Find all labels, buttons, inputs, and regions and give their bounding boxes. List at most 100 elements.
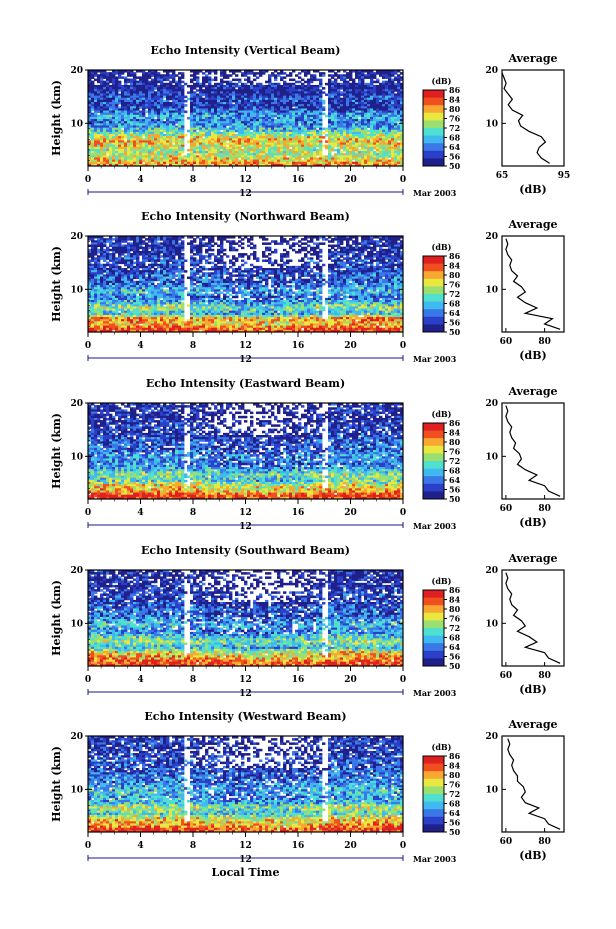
heatmap-cell [289, 93, 293, 96]
heatmap-cell [301, 84, 305, 88]
heatmap-cell [100, 82, 104, 86]
heatmap-cell [301, 242, 305, 245]
heatmap-cell [139, 70, 143, 73]
heatmap-cell [157, 78, 161, 82]
heatmap-cell [166, 78, 170, 82]
heatmap-cell [103, 91, 107, 94]
heatmap-cell [232, 87, 236, 90]
heatmap-cell [238, 80, 242, 84]
heatmap-cell [190, 97, 194, 101]
heatmap-cell [367, 99, 371, 103]
heatmap-cell [322, 102, 326, 105]
colorbar-swatch [423, 138, 444, 142]
heatmap-cell [298, 240, 302, 243]
heatmap-cell [367, 82, 371, 86]
heatmap-cell [169, 82, 173, 86]
heatmap-cell [397, 104, 401, 107]
heatmap-cell [112, 91, 116, 94]
heatmap-cell [343, 82, 347, 86]
heatmap-cell [334, 102, 338, 105]
heatmap-cell [268, 78, 272, 82]
panel-1: Echo Intensity (Vertical Beam)2010Height… [50, 44, 570, 199]
heatmap-cell [118, 72, 122, 75]
heatmap-cell [88, 87, 92, 90]
heatmap-cell [265, 91, 269, 94]
heatmap-cell [376, 78, 380, 82]
heatmap-cell [157, 80, 161, 84]
heatmap-cell [154, 78, 158, 82]
heatmap-cell [109, 80, 113, 84]
heatmap-cell [301, 78, 305, 82]
heatmap-cell [118, 82, 122, 86]
colorbar-swatch [423, 122, 444, 126]
heatmap-cell [385, 95, 389, 99]
heatmap-cell [148, 84, 152, 88]
heatmap-cell [322, 72, 326, 75]
heatmap-cell [235, 129, 239, 133]
heatmap-cell [142, 134, 146, 137]
heatmap-cell [238, 78, 242, 82]
heatmap-cell [142, 91, 146, 94]
heatmap-cell [235, 89, 239, 92]
heatmap-cell [262, 91, 266, 94]
average-x-tick-label: 95 [558, 171, 571, 181]
heatmap-cell [94, 93, 98, 96]
heatmap-cell [331, 84, 335, 88]
heatmap-cell [145, 95, 149, 99]
heatmap-cell [310, 87, 314, 90]
heatmap-cell [154, 102, 158, 105]
heatmap-cell [382, 104, 386, 107]
heatmap-cell [250, 93, 254, 96]
heatmap-cell [358, 78, 362, 82]
heatmap-cell [361, 91, 365, 94]
colorbar-swatch [423, 135, 444, 139]
heatmap-cell [151, 84, 155, 88]
heatmap-cell [241, 89, 245, 92]
heatmap-cell [400, 78, 404, 82]
heatmap-cell [193, 82, 197, 86]
heatmap-cell [370, 89, 374, 92]
heatmap-cell [160, 238, 164, 241]
heatmap-cell [337, 99, 341, 103]
heatmap-cell [277, 91, 281, 94]
heatmap-cell [94, 70, 98, 73]
heatmap-cell [319, 74, 323, 77]
heatmap-cell [223, 248, 227, 252]
heatmap-cell [376, 93, 380, 96]
heatmap-cell [370, 74, 374, 77]
heatmap-cell [391, 72, 395, 75]
heatmap-cell [112, 70, 116, 73]
heatmap-cell [343, 102, 347, 105]
heatmap-cell [118, 74, 122, 77]
heatmap-cell [157, 106, 161, 109]
heatmap-cell [319, 99, 323, 103]
heatmap-cell [115, 93, 119, 96]
heatmap-cell [241, 97, 245, 101]
heatmap-cell [379, 84, 383, 88]
heatmap-cell [232, 70, 236, 73]
heatmap-cell [163, 76, 167, 79]
heatmap-cell [388, 97, 392, 101]
heatmap-cell [307, 91, 311, 94]
heatmap-cell [88, 76, 92, 79]
heatmap-cell [178, 99, 182, 103]
heatmap-cell [118, 97, 122, 101]
heatmap-cell [226, 82, 230, 86]
heatmap-cell [367, 93, 371, 96]
heatmap-cell [103, 104, 107, 107]
heatmap-cell [358, 76, 362, 79]
heatmap-cell [193, 248, 197, 252]
heatmap-cell [298, 250, 302, 254]
colorbar-tick-label: 72 [449, 123, 460, 133]
heatmap-cell [334, 148, 338, 152]
heatmap-cell [97, 250, 101, 254]
heatmap-cell [109, 74, 113, 77]
heatmap-cell [97, 106, 101, 109]
heatmap-cell [163, 78, 167, 82]
heatmap-cell [199, 104, 203, 107]
heatmap-cell [388, 95, 392, 99]
heatmap-cell [112, 95, 116, 99]
heatmap-cell [397, 102, 401, 105]
heatmap-cell [337, 76, 341, 79]
heatmap-cell [88, 72, 92, 75]
